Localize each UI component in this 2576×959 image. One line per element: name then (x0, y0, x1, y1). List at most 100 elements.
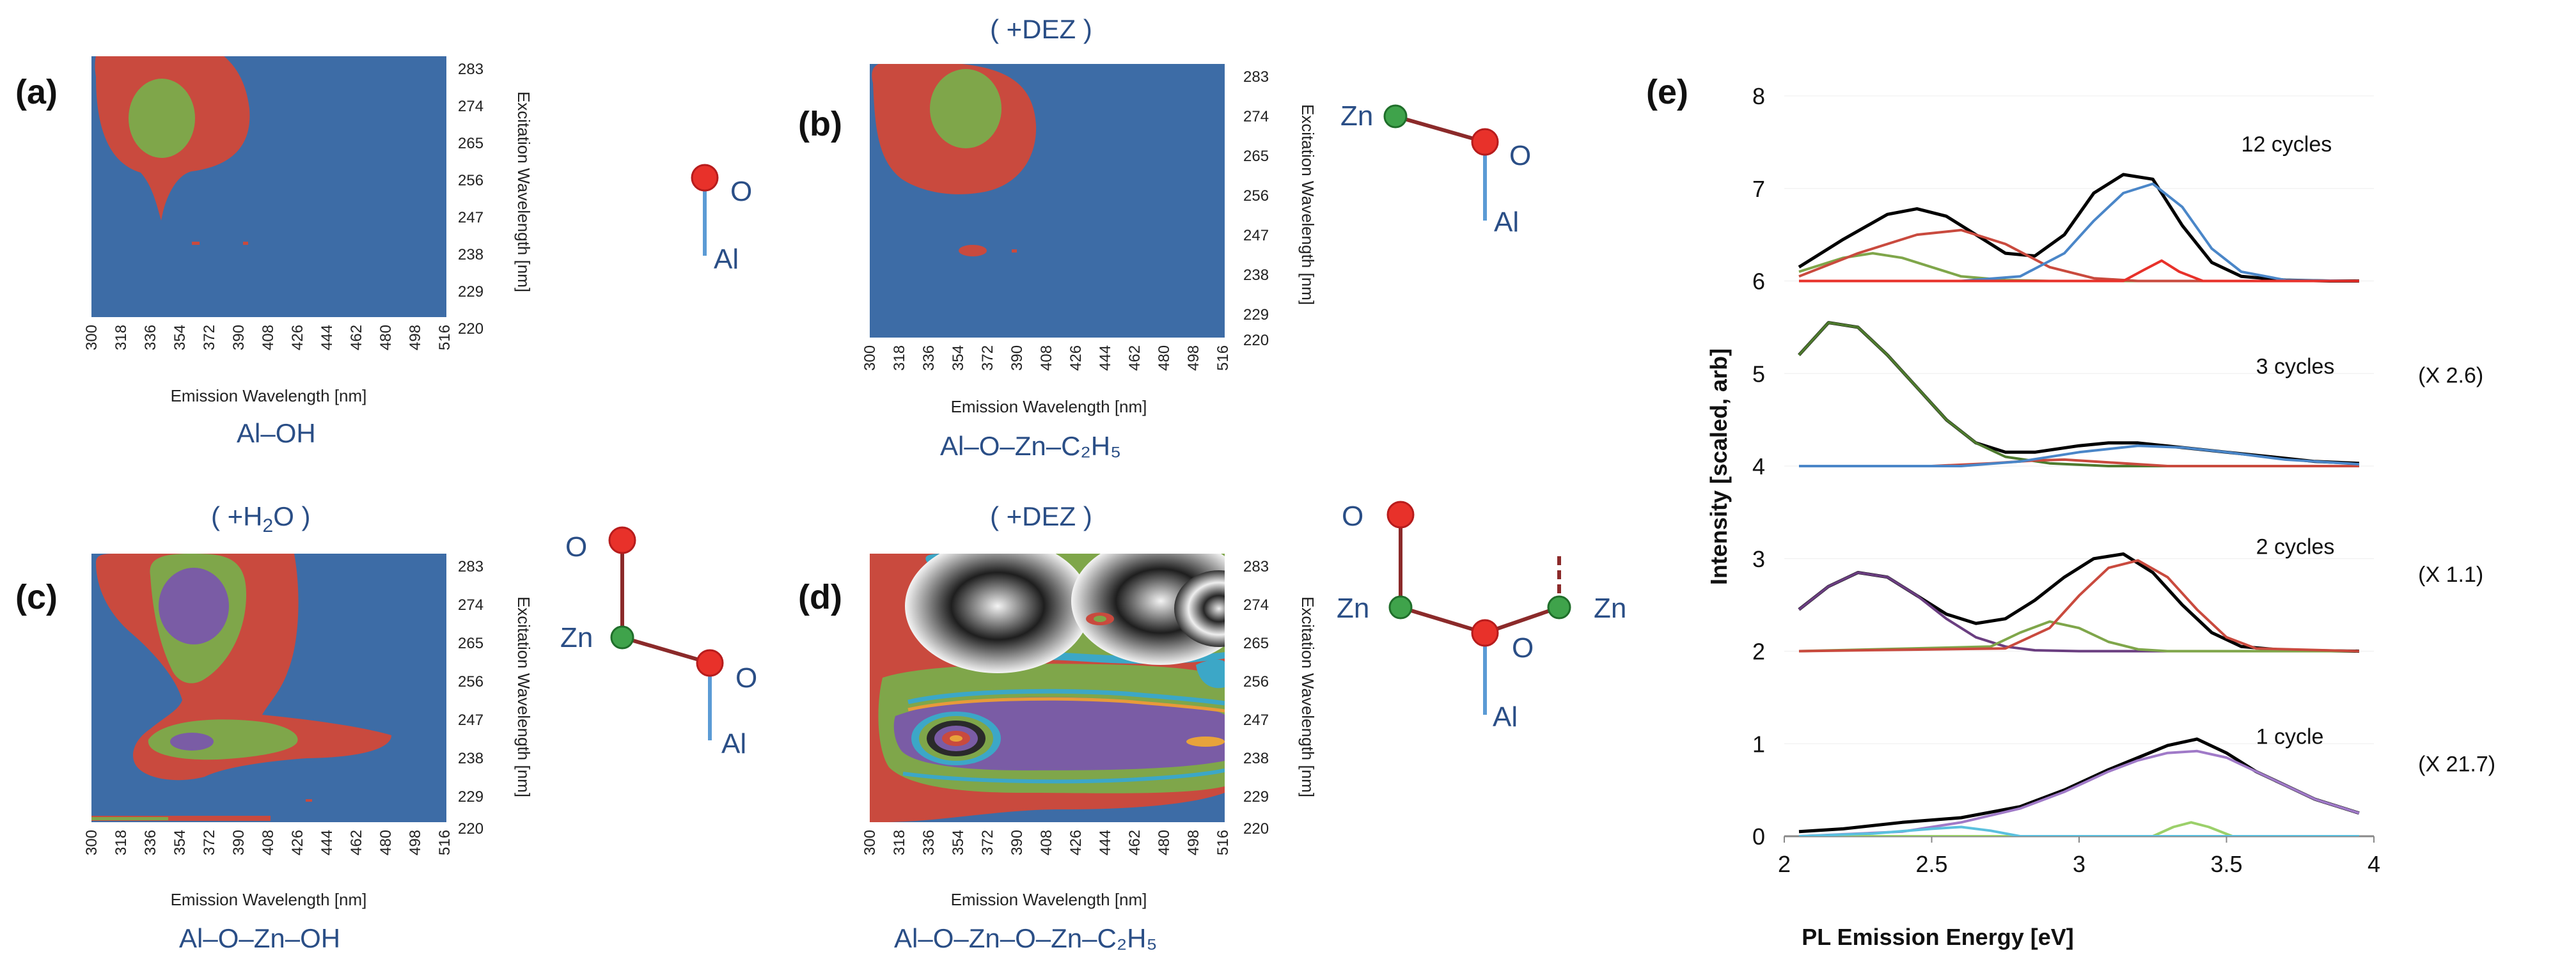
x-tick: 318 (113, 830, 130, 855)
y-tick: 265 (1243, 148, 1269, 165)
x-tick: 390 (230, 830, 247, 855)
series-line-16 (1798, 825, 2359, 836)
panel-e: (e) 0 1 2 3 4 5 6 7 8 2 2.5 3 3.5 4 12 cycles 3 cycle… (1646, 73, 2495, 950)
panel-d-header: ( +DEZ ) (990, 501, 1092, 531)
y-axis-label: Excitation Wavelength [nm] (1298, 596, 1317, 797)
y-tick-label: 4 (1752, 453, 1765, 480)
series-line-14 (1798, 749, 2360, 836)
x-tick: 462 (1126, 345, 1143, 371)
panel-e-series (1798, 173, 2360, 836)
y-tick: 220 (458, 320, 483, 338)
oxygen-atom (608, 526, 636, 554)
series-line-1 (1798, 252, 2359, 283)
panel-c-caption: Al–O–Zn–OH (179, 923, 340, 953)
panel-e-y-ticks: 0 1 2 3 4 5 6 7 8 (1752, 83, 1765, 850)
atom-label: Zn (560, 622, 593, 653)
y-tick: 220 (1243, 332, 1269, 349)
bond (1400, 605, 1486, 635)
x-axis-label: Emission Wavelength [nm] (951, 890, 1147, 909)
y-tick: 283 (1243, 68, 1269, 86)
panel-c-structure: O Zn O Al (560, 526, 757, 760)
oxygen-atom (691, 164, 719, 192)
annotation-label: 3 cycles (2256, 354, 2335, 378)
x-tick: 372 (201, 325, 218, 350)
x-tick: 372 (979, 345, 996, 371)
x-tick: 480 (377, 830, 395, 855)
atom-label: Al (1494, 207, 1519, 238)
x-tick: 516 (436, 325, 453, 350)
series-line-8 (1799, 444, 2360, 467)
panel-c-heatmap (91, 554, 446, 822)
x-tick: 390 (1009, 830, 1026, 855)
x-tick: 462 (1126, 830, 1143, 855)
x-tick: 372 (201, 830, 218, 855)
x-tick-label: 2.5 (1915, 851, 1947, 877)
x-tick: 426 (1067, 830, 1085, 855)
y-tick: 220 (458, 820, 483, 838)
zinc-atom (1388, 595, 1413, 620)
atom-label: O (730, 176, 752, 207)
y-tick: 274 (1243, 108, 1269, 125)
panel-a-x-ticks: 300 318 336 354 372 390 408 426 444 462 … (83, 325, 453, 350)
y-tick: 256 (1243, 187, 1269, 205)
atom-label: O (1509, 140, 1531, 171)
x-axis-title: PL Emission Energy [eV] (1802, 924, 2073, 950)
x-axis-label: Emission Wavelength [nm] (951, 397, 1147, 416)
series-line-6 (1798, 321, 2359, 467)
x-tick: 300 (861, 830, 879, 855)
y-tick-label: 6 (1752, 269, 1765, 295)
y-tick: 229 (458, 283, 483, 300)
y-tick: 247 (458, 209, 483, 226)
x-tick: 444 (1097, 830, 1114, 855)
annotation-label: 2 cycles (2256, 535, 2335, 559)
y-tick: 229 (1243, 788, 1269, 806)
panel-a-structure: O Al (691, 164, 752, 275)
y-tick: 238 (1243, 267, 1269, 284)
x-tick: 480 (1156, 830, 1173, 855)
y-tick-label: 0 (1752, 823, 1765, 850)
x-tick: 372 (979, 830, 996, 855)
series-line-10 (1798, 571, 2359, 653)
series-line-4 (1799, 259, 2359, 283)
y-tick: 265 (458, 635, 483, 652)
atom-label: Al (1493, 701, 1518, 733)
x-tick-label: 2 (1778, 851, 1791, 877)
x-tick: 408 (1038, 830, 1055, 855)
panel-a: (a) 300 318 336 354 372 390 408 426 444 … (15, 56, 752, 448)
x-tick: 300 (83, 830, 100, 855)
annotation-label: (X 2.6) (2418, 364, 2483, 388)
panel-d-x-ticks: 300 318 336 354 372 390 408 426 444 462 … (861, 830, 1232, 855)
annotation-label: 12 cycles (2242, 132, 2332, 157)
y-tick-label: 3 (1752, 546, 1765, 572)
y-tick-label: 8 (1752, 83, 1765, 109)
series-line-15 (1799, 821, 2359, 836)
x-tick: 408 (260, 325, 277, 350)
x-tick: 426 (289, 325, 306, 350)
panel-b-heatmap (870, 64, 1225, 338)
series-line-9 (1798, 552, 2359, 653)
panel-d-structure: O Zn O Al Zn (1337, 501, 1626, 733)
y-tick: 247 (458, 712, 483, 729)
y-axis-label: Excitation Wavelength [nm] (1298, 104, 1317, 305)
x-tick: 480 (377, 325, 395, 350)
panel-b-structure: Zn O Al (1340, 100, 1531, 238)
x-tick: 408 (1038, 345, 1055, 371)
x-axis-label: Emission Wavelength [nm] (171, 890, 367, 909)
y-axis-label: Excitation Wavelength [nm] (514, 596, 533, 797)
panel-d-heatmap (870, 554, 1225, 822)
x-tick: 426 (289, 830, 306, 855)
x-tick: 444 (318, 830, 336, 855)
x-tick: 354 (950, 830, 967, 855)
x-axis-label: Emission Wavelength [nm] (171, 386, 367, 405)
x-tick: 336 (920, 345, 938, 371)
x-tick-label: 3 (2073, 851, 2085, 877)
atom-label: Zn (1337, 593, 1369, 624)
y-tick: 229 (458, 788, 483, 806)
panel-e-x-ticks: 2 2.5 3 3.5 4 (1778, 836, 2380, 877)
zinc-atom (610, 625, 634, 650)
series-line-11 (1798, 620, 2359, 653)
atom-label: O (565, 531, 587, 563)
x-tick: 480 (1156, 345, 1173, 371)
y-tick-label: 2 (1752, 639, 1765, 665)
panel-c-header-main: ( +H (211, 501, 263, 531)
